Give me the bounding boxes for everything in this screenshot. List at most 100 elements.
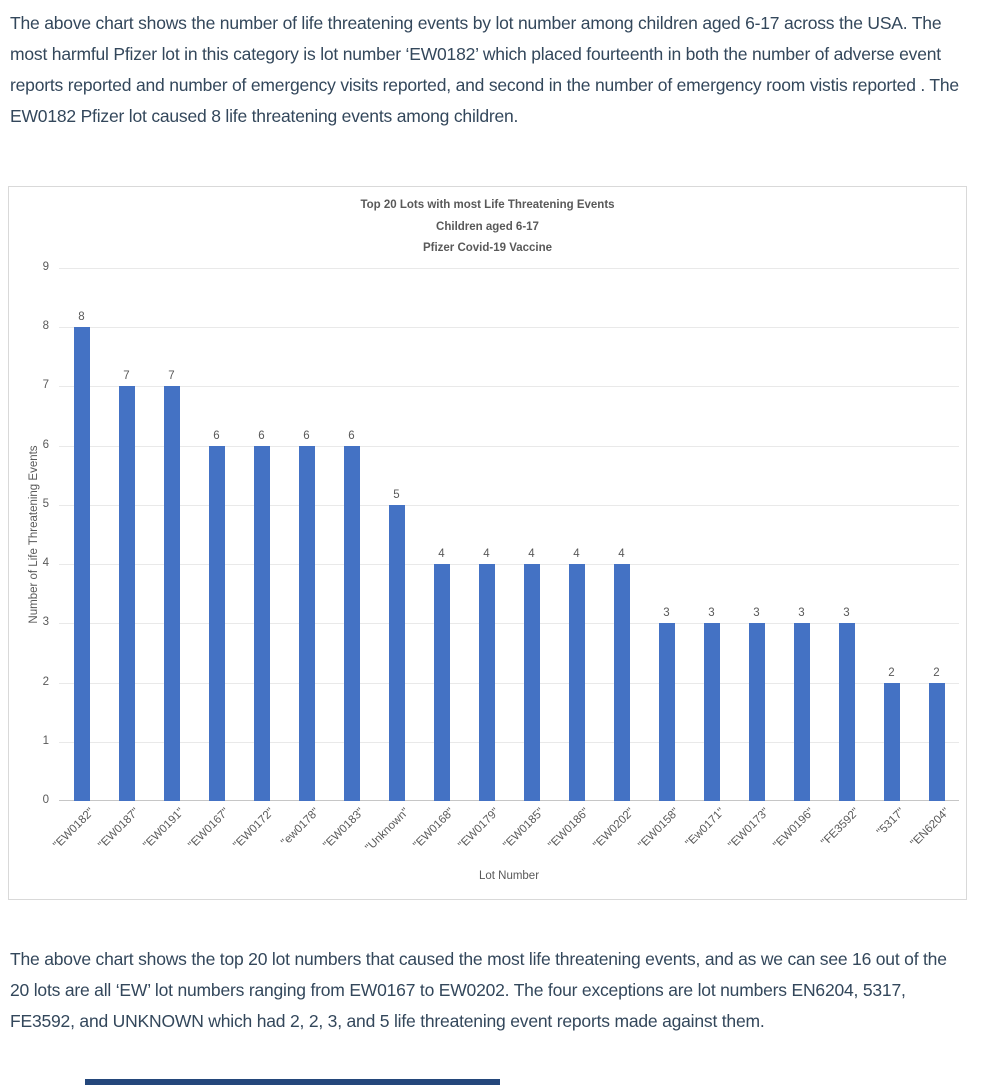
bar [163, 386, 180, 801]
x-tick-label: "EW0179" [456, 806, 502, 852]
bar [748, 623, 765, 801]
x-tick-label: "EW0202" [591, 806, 637, 852]
x-axis-line [59, 800, 959, 801]
y-tick-label: 4 [42, 557, 49, 570]
bottom-cutoff-element [85, 1079, 500, 1085]
top-paragraph: The above chart shows the number of life… [10, 13, 959, 126]
bar [478, 564, 495, 801]
bar-group: 4 "EW0168" [412, 268, 464, 851]
x-axis-title: Lot Number [478, 870, 540, 882]
bar-value-label: 7 [168, 370, 175, 383]
bar-value-label: 2 [933, 666, 940, 679]
x-tick-label: "5317" [874, 806, 907, 839]
bar [388, 504, 405, 801]
bar-group: 2 "EN6204" [908, 268, 959, 850]
bar-group: 6 "EW0167" [187, 268, 239, 852]
x-tick-label: "EW0196" [771, 806, 817, 852]
x-tick-label: "EW0186" [546, 806, 592, 852]
x-tick-label: "EW0183" [321, 806, 367, 852]
bar [298, 445, 315, 801]
x-tick-label: "EW0187" [96, 806, 142, 852]
gridline [59, 742, 959, 743]
x-tick-label: "EW0168" [411, 806, 457, 852]
x-tick-label: "EW0191" [141, 806, 187, 852]
bar [703, 623, 720, 801]
bar-value-label: 5 [393, 488, 400, 501]
bar [658, 623, 675, 801]
bar-group: 5 "Unknown" [364, 268, 419, 854]
chart-title-line-3: Pfizer Covid-19 Vaccine [422, 242, 553, 254]
y-tick-label: 6 [42, 438, 49, 451]
x-tick-label: "FE3592" [819, 806, 862, 849]
bar [523, 564, 540, 801]
x-tick-label: "EN6204" [908, 806, 952, 850]
y-tick-label: 2 [42, 675, 49, 688]
bar [568, 564, 585, 801]
bar [793, 623, 810, 801]
x-tick-label: "EW0167" [186, 806, 232, 852]
bar [208, 445, 225, 801]
bar-value-label: 4 [573, 548, 580, 561]
bar-value-label: 3 [753, 607, 760, 620]
bar [838, 623, 855, 801]
bar-value-label: 4 [618, 548, 625, 561]
bar-group: 6 "EW0183" [322, 268, 374, 852]
bar-group: 7 "EW0187" [97, 268, 149, 851]
bar-group: 3 "EW0196" [772, 268, 824, 851]
chart: Top 20 Lots with most Life Threatening E… [8, 186, 967, 900]
bar-value-label: 6 [258, 429, 265, 442]
y-tick-label: 7 [42, 379, 49, 392]
x-tick-label: "EW0158" [636, 806, 682, 852]
bottom-paragraph: The above chart shows the top 20 lot num… [10, 949, 947, 1031]
gridline [59, 268, 959, 269]
gridline [59, 327, 959, 328]
x-tick-label: "EW0173" [726, 806, 772, 852]
chart-title-line-1: Top 20 Lots with most Life Threatening E… [360, 199, 615, 211]
bar-value-label: 3 [798, 607, 805, 620]
gridline [59, 564, 959, 565]
bar-value-label: 4 [483, 548, 490, 561]
bar-group: 3 "Ew0171" [683, 268, 734, 849]
bar-group: 2 "5317" [869, 268, 914, 839]
bar-value-label: 2 [888, 666, 895, 679]
x-tick-label: "ew0178" [279, 806, 322, 849]
y-axis-title: Number of Life Threatening Events [28, 445, 40, 624]
bar [613, 564, 630, 801]
bar [883, 682, 900, 801]
bar [253, 445, 270, 801]
bar [928, 682, 945, 801]
bar-group: 4 "EW0202" [592, 268, 644, 851]
gridline [59, 623, 959, 624]
bar [73, 327, 90, 801]
bar-value-label: 3 [663, 607, 670, 620]
gridline [59, 446, 959, 447]
chart-title-line-2: Children aged 6-17 [436, 220, 539, 233]
x-tick-label: "EW0172" [231, 806, 277, 852]
bar-value-label: 3 [708, 607, 715, 620]
bar-value-label: 6 [213, 429, 220, 442]
bar-group: 3 "EW0173" [727, 268, 779, 851]
gridline [59, 683, 959, 684]
bar-group: 3 "EW0158" [637, 268, 689, 851]
bar-group: 8 "EW0182" [52, 268, 104, 851]
bar-value-label: 7 [123, 370, 130, 383]
bar-value-label: 6 [348, 429, 355, 442]
y-tick-label: 1 [42, 734, 49, 747]
y-tick-label: 0 [42, 794, 49, 806]
y-tick-label: 9 [42, 261, 49, 273]
y-tick-label: 8 [42, 320, 49, 333]
bar [433, 564, 450, 801]
gridline [59, 505, 959, 506]
bar-value-label: 4 [528, 548, 535, 561]
bar-group: 6 "EW0172" [232, 268, 284, 852]
bar [343, 445, 360, 801]
bar-group: 7 "EW0191" [142, 268, 194, 851]
chart-title: Top 20 Lots with most Life Threatening E… [9, 195, 966, 260]
y-tick-label: 5 [42, 497, 49, 510]
bar [118, 386, 135, 801]
x-tick-label: "EW0185" [501, 806, 547, 852]
bar-group: 6 "ew0178" [279, 268, 329, 849]
bar-group: 4 "EW0185" [502, 268, 554, 851]
bar-value-label: 6 [303, 429, 310, 442]
bar-value-label: 3 [843, 607, 850, 620]
